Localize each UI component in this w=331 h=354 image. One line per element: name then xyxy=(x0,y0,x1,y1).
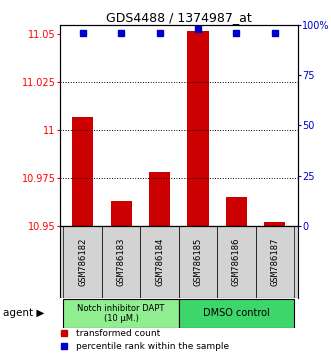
Text: GSM786187: GSM786187 xyxy=(270,238,279,286)
Text: GSM786183: GSM786183 xyxy=(117,238,125,286)
Bar xyxy=(179,226,217,298)
Bar xyxy=(264,222,285,226)
Bar xyxy=(140,226,179,298)
Text: percentile rank within the sample: percentile rank within the sample xyxy=(76,342,229,351)
Bar xyxy=(111,201,132,226)
Text: GSM786185: GSM786185 xyxy=(193,238,203,286)
Bar xyxy=(217,226,256,298)
Bar xyxy=(256,226,294,298)
Bar xyxy=(187,30,209,226)
Text: transformed count: transformed count xyxy=(76,329,161,338)
Bar xyxy=(102,226,140,298)
Text: DMSO control: DMSO control xyxy=(203,308,270,318)
Bar xyxy=(64,299,179,328)
Bar xyxy=(149,172,170,226)
Text: GSM786182: GSM786182 xyxy=(78,238,87,286)
Bar xyxy=(226,197,247,226)
Text: GSM786184: GSM786184 xyxy=(155,238,164,286)
Bar xyxy=(72,117,93,226)
Text: Notch inhibitor DAPT
(10 μM.): Notch inhibitor DAPT (10 μM.) xyxy=(77,304,165,323)
Text: GSM786186: GSM786186 xyxy=(232,238,241,286)
Text: agent ▶: agent ▶ xyxy=(3,308,45,318)
Bar xyxy=(64,226,102,298)
Title: GDS4488 / 1374987_at: GDS4488 / 1374987_at xyxy=(106,11,252,24)
Bar xyxy=(179,299,294,328)
